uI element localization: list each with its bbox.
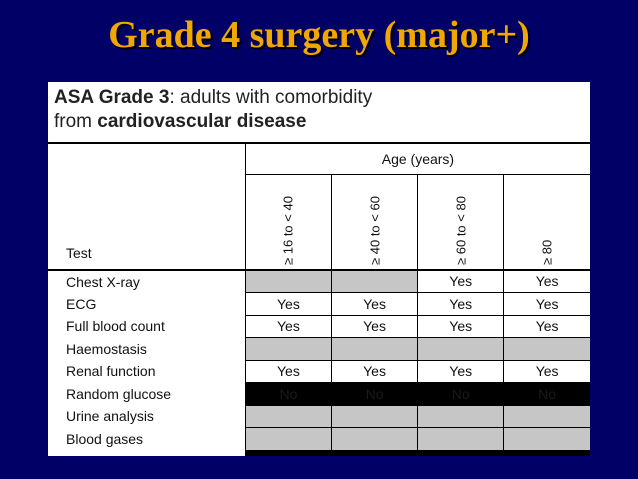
recommendation-cell	[244, 269, 332, 293]
test-name: Chest X-ray	[48, 269, 246, 293]
panel-header-line-2: from cardiovascular disease	[54, 110, 582, 134]
age-group-header: ≥ 16 to < 40	[244, 174, 332, 271]
recommendation-cell: No	[244, 450, 332, 456]
recommendation-cell	[417, 427, 504, 451]
recommendation-cell	[330, 427, 418, 451]
table-row: Renal function Yes Yes Yes Yes	[48, 360, 590, 383]
test-name: Full blood count	[48, 315, 246, 338]
recommendation-cell: Yes	[244, 360, 332, 383]
table-row: Full blood count Yes Yes Yes Yes	[48, 315, 590, 338]
test-name: Blood gases	[48, 427, 246, 450]
recommendation-cell	[503, 427, 590, 451]
panel-header-line-1: ASA Grade 3: adults with comorbidity	[54, 86, 582, 110]
test-name: Random glucose	[48, 382, 246, 405]
recommendation-cell: Yes	[417, 292, 504, 316]
recommendation-cell	[417, 405, 504, 428]
condition-label: cardiovascular disease	[97, 111, 307, 132]
test-column-header: Test	[48, 174, 246, 271]
recommendation-cell: Yes	[330, 292, 418, 316]
table-row: Random glucose No No No No	[48, 382, 590, 406]
recommendation-cell: Yes	[503, 269, 590, 293]
age-group-header: ≥ 80	[503, 174, 590, 271]
age-group-label: ≥ 40 to < 60	[367, 195, 383, 265]
age-group-label: ≥ 16 to < 40	[280, 195, 296, 265]
age-group-header: ≥ 60 to < 80	[417, 174, 504, 271]
table-row: Lung functionNoNoNoNo	[48, 450, 590, 456]
table-row: Chest X-ray Yes Yes	[48, 269, 590, 293]
recommendation-cell: No	[503, 382, 590, 406]
recommendation-cell	[503, 337, 590, 361]
recommendation-cell: No	[417, 382, 504, 406]
guideline-panel: ASA Grade 3: adults with comorbidity fro…	[48, 82, 590, 456]
recommendation-cell	[330, 405, 418, 428]
table-row: Blood gases	[48, 427, 590, 451]
table-row: Urine analysis	[48, 405, 590, 428]
recommendation-cell: No	[503, 450, 590, 456]
recommendation-cell	[244, 405, 332, 428]
recommendation-cell: Yes	[417, 360, 504, 383]
slide-title: Grade 4 surgery (major+)	[108, 14, 530, 56]
test-name: ECG	[48, 292, 246, 315]
recommendation-cell: Yes	[330, 315, 418, 338]
recommendation-cell: Yes	[244, 292, 332, 316]
age-group-label: ≥ 60 to < 80	[453, 195, 469, 265]
test-name: Renal function	[48, 360, 246, 383]
test-column-spacer	[48, 144, 246, 175]
header-line-2-prefix: from	[54, 111, 98, 132]
table-row: Haemostasis	[48, 337, 590, 361]
recommendation-cell	[244, 337, 332, 361]
recommendation-cell: Yes	[244, 315, 332, 338]
recommendation-cell: Yes	[417, 269, 504, 293]
recommendation-cell: Yes	[330, 360, 418, 383]
recommendation-cell	[417, 337, 504, 361]
test-name: Urine analysis	[48, 405, 246, 428]
table-row: ECG Yes Yes Yes Yes	[48, 292, 590, 316]
recommendation-cell: No	[244, 382, 332, 406]
recommendation-cell	[330, 269, 418, 293]
recommendation-cell	[330, 337, 418, 361]
recommendation-cell	[244, 427, 332, 451]
test-table: Age (years) Test ≥ 16 to < 40 ≥ 40 to < 6…	[48, 144, 590, 456]
test-name: Lung function	[48, 450, 246, 456]
test-name: Haemostasis	[48, 337, 246, 360]
recommendation-cell: No	[417, 450, 504, 456]
panel-header: ASA Grade 3: adults with comorbidity fro…	[48, 82, 590, 144]
asa-grade-label: ASA Grade 3	[54, 87, 170, 108]
recommendation-cell: Yes	[417, 315, 504, 338]
recommendation-cell	[503, 405, 590, 428]
recommendation-cell: Yes	[503, 360, 590, 383]
recommendation-cell: No	[330, 382, 418, 406]
header-line-1-rest: : adults with comorbidity	[169, 87, 373, 108]
age-group-header: ≥ 40 to < 60	[330, 174, 418, 271]
age-column-header: Age (years)	[244, 144, 590, 175]
recommendation-cell: Yes	[503, 315, 590, 338]
recommendation-cell: No	[330, 450, 418, 456]
age-group-label: ≥ 80	[539, 239, 555, 265]
recommendation-cell: Yes	[503, 292, 590, 316]
